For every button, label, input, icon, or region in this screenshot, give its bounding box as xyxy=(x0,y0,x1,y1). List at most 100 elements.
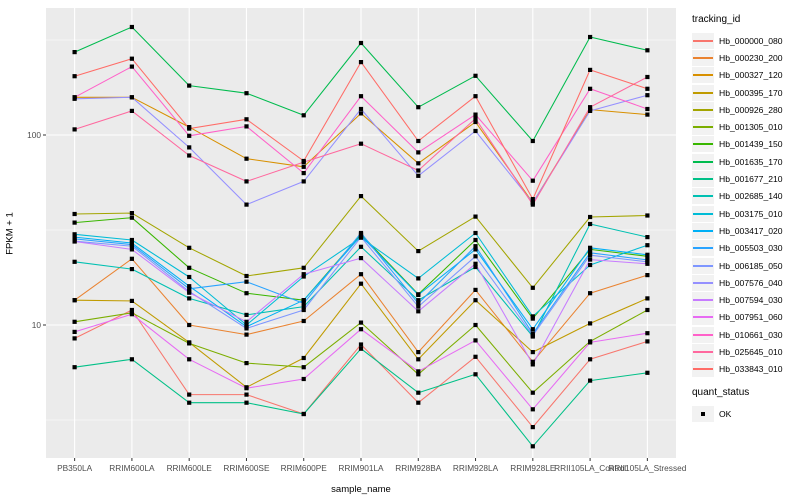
legend-key xyxy=(692,274,714,291)
data-point xyxy=(416,173,421,178)
legend-key xyxy=(692,361,714,378)
legend-key xyxy=(692,222,714,239)
legend-swatch-line xyxy=(693,178,713,181)
data-point xyxy=(588,253,593,258)
legend-entry: Hb_000000_080 xyxy=(692,32,800,49)
data-point xyxy=(187,274,192,280)
data-point xyxy=(358,327,364,332)
legend-key xyxy=(692,49,714,66)
data-point xyxy=(244,312,249,317)
data-point xyxy=(473,254,478,259)
data-point xyxy=(187,265,192,270)
legend-label: Hb_001677_210 xyxy=(719,174,783,185)
legend-label: Hb_001439_150 xyxy=(719,139,783,150)
data-point xyxy=(588,105,593,110)
data-point xyxy=(129,267,134,272)
data-point xyxy=(473,287,478,292)
data-point xyxy=(358,230,364,236)
data-point xyxy=(530,359,535,364)
legend-key xyxy=(692,292,714,309)
data-point xyxy=(72,74,77,79)
legend-swatch-line xyxy=(693,212,713,215)
data-point xyxy=(244,291,249,296)
data-point xyxy=(129,247,134,252)
data-point xyxy=(530,333,535,338)
data-point xyxy=(187,357,192,362)
data-point xyxy=(129,298,134,303)
x-tick-label: RRIM928LA xyxy=(452,463,499,473)
ok-point-icon xyxy=(701,411,705,416)
data-point xyxy=(473,230,478,236)
data-point xyxy=(416,350,421,355)
data-point xyxy=(416,369,421,374)
quant-status-block: quant_status OK xyxy=(692,387,800,422)
data-point xyxy=(244,124,249,129)
data-point xyxy=(187,290,192,295)
legend-label: Hb_007951_060 xyxy=(719,312,783,323)
data-point xyxy=(358,111,364,116)
data-point xyxy=(129,256,134,261)
legend-entry: Hb_000395_170 xyxy=(692,84,800,101)
data-point xyxy=(358,106,364,112)
data-point xyxy=(530,362,535,367)
data-point xyxy=(645,273,650,278)
data-point xyxy=(473,338,478,343)
data-point xyxy=(358,235,364,240)
data-point xyxy=(72,319,77,324)
legend-entry: Hb_007576_040 xyxy=(692,274,800,291)
legend-key xyxy=(692,84,714,101)
data-point xyxy=(473,354,478,359)
data-point xyxy=(645,112,650,117)
x-tick-label: RRIM928LE xyxy=(510,463,556,473)
data-point xyxy=(473,119,478,125)
data-point xyxy=(588,221,593,227)
data-point xyxy=(187,322,192,328)
data-point xyxy=(530,314,535,319)
legend-swatch-line xyxy=(693,160,713,163)
data-point xyxy=(187,83,192,88)
data-point xyxy=(530,178,535,183)
data-point xyxy=(416,168,421,173)
legend-key xyxy=(692,343,714,360)
x-tick-label: RRIM928BA xyxy=(395,463,442,473)
data-point xyxy=(473,372,478,377)
data-point xyxy=(129,244,134,249)
legend-label: Hb_007594_030 xyxy=(719,295,783,306)
data-point xyxy=(530,197,535,202)
legend-entry: Hb_000230_200 xyxy=(692,49,800,66)
legend-key xyxy=(692,405,714,422)
data-point xyxy=(358,194,364,199)
legend-label: Hb_000000_080 xyxy=(719,35,783,46)
data-point xyxy=(473,298,478,303)
legend-label: Hb_002685_140 xyxy=(719,191,783,202)
data-point xyxy=(72,232,77,237)
legend-entry: Hb_006185_050 xyxy=(692,257,800,274)
legend-key xyxy=(692,119,714,136)
data-point xyxy=(645,252,650,257)
data-point xyxy=(416,276,421,281)
data-point xyxy=(416,150,421,155)
data-point xyxy=(301,307,306,313)
legend-label: OK xyxy=(719,408,732,419)
data-point xyxy=(473,322,478,328)
data-point xyxy=(416,249,421,254)
legend-key xyxy=(692,309,714,326)
data-point xyxy=(645,296,650,301)
data-point xyxy=(244,91,249,96)
data-point xyxy=(72,127,77,132)
data-point xyxy=(588,262,593,268)
legend-entry-ok: OK xyxy=(692,405,800,422)
data-point xyxy=(473,94,478,99)
data-point xyxy=(244,400,249,405)
data-point xyxy=(72,239,77,244)
legend-label: Hb_003417_020 xyxy=(719,225,783,236)
data-point xyxy=(588,245,593,250)
data-point xyxy=(588,357,593,362)
data-point xyxy=(530,202,535,207)
legend-label: Hb_005503_030 xyxy=(719,243,783,254)
legend-key xyxy=(692,171,714,188)
data-point xyxy=(588,34,593,40)
data-point xyxy=(645,261,650,266)
data-point xyxy=(358,94,364,99)
legend-entry: Hb_002685_140 xyxy=(692,188,800,205)
